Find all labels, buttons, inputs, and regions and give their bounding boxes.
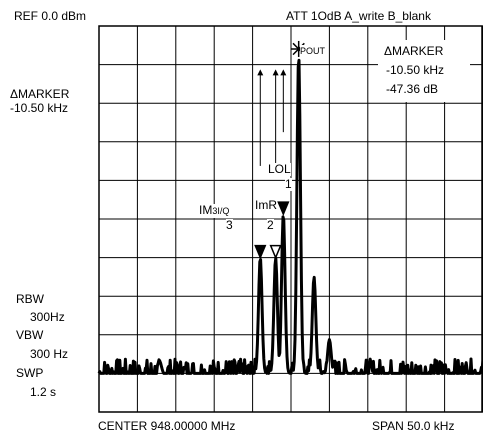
lol-marker-number: 1: [285, 177, 292, 191]
rbw-value: 300Hz: [30, 310, 65, 324]
marker-3-triangle: [254, 244, 267, 260]
imr-marker-number: 2: [267, 218, 274, 232]
marker-box-level: -47.36 dB: [385, 82, 440, 96]
marker-box-freq: -10.50 kHz: [385, 63, 446, 77]
annotation-arrow-head: [280, 69, 287, 76]
annotation-arrow-head: [272, 69, 279, 76]
swp-label: SWP: [16, 366, 44, 380]
plot-frame: [98, 25, 483, 413]
marker-box-title: ΔMARKER: [383, 44, 445, 58]
im3-label-main: IM: [199, 203, 213, 217]
span-label: SPAN 50.0 kHz: [372, 419, 455, 433]
delta-marker-label: ΔMARKER: [10, 87, 70, 101]
imr-label: ImR: [255, 198, 277, 212]
vbw-value: 300 Hz: [30, 347, 69, 361]
rbw-label: RBW: [16, 292, 44, 306]
attenuation-label: ATT 1OdB A_write B_blank: [286, 9, 431, 23]
spectrum-trace: [97, 58, 483, 375]
swp-value: 1.2 s: [30, 385, 57, 399]
vbw-label: VBW: [16, 328, 44, 342]
pout-label: POUT: [300, 45, 326, 58]
im3-label-sub: 3I/Q: [212, 206, 230, 216]
center-frequency-label: CENTER 948.00000 MHz: [98, 419, 236, 433]
delta-marker-freq: -10.50 kHz: [10, 101, 69, 115]
marker-1-triangle: [277, 201, 290, 217]
pout-label-text: POUT: [300, 46, 326, 56]
marker-2-triangle: [269, 244, 282, 260]
annotation-arrow-head: [257, 69, 264, 76]
im3-marker-number: 3: [226, 218, 233, 232]
im3-label: IM3I/Q: [199, 203, 230, 218]
ref-level-label: REF 0.0 dBm: [14, 9, 87, 23]
lol-label: LOL: [268, 162, 291, 176]
